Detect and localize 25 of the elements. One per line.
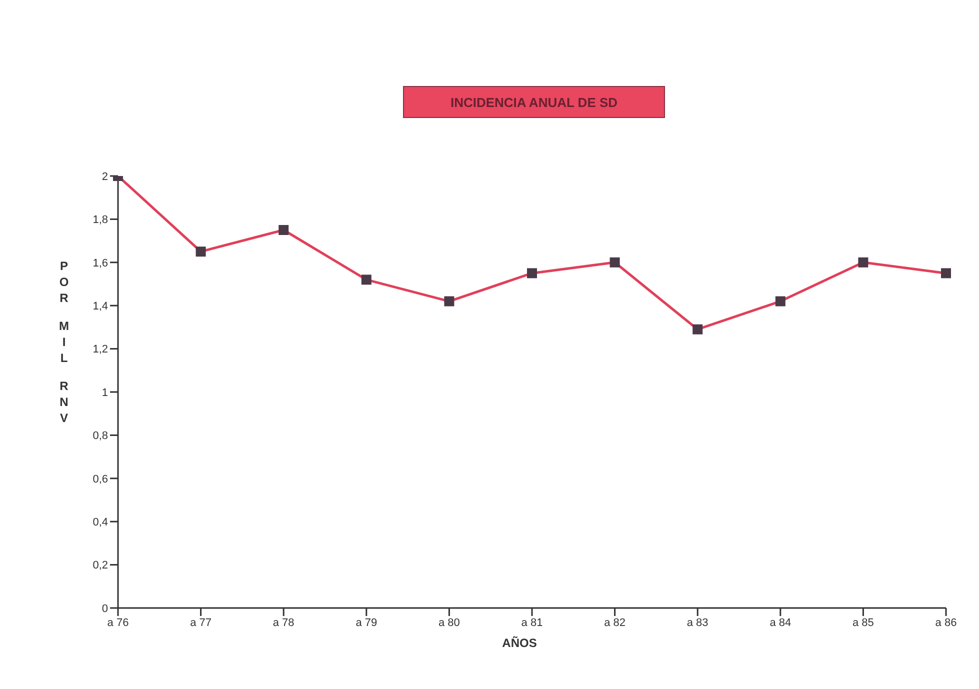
x-tick-label: a 76: [107, 616, 129, 629]
x-tick-label: a 77: [190, 616, 212, 629]
y-tick-label: 1,6: [92, 257, 108, 270]
x-tick-label: a 80: [438, 616, 460, 629]
x-tick-label: a 86: [935, 616, 957, 629]
x-tick-label: a 83: [686, 616, 708, 629]
x-axis-title: AÑOS: [501, 636, 538, 650]
y-tick-label: 0,4: [92, 516, 108, 529]
x-tick-label: a 78: [272, 616, 294, 629]
y-tick-label: 1,2: [92, 344, 108, 356]
x-tick-label: a 81: [521, 616, 543, 629]
y-tick-label: 0,2: [92, 560, 108, 572]
y-tick-label: 1: [102, 386, 108, 399]
text: POR MIL RNV: [59, 259, 69, 425]
x-tick-label: a 82: [604, 616, 626, 629]
chart-title: INCIDENCIA ANUAL DE SD: [403, 86, 665, 118]
y-tick-label: 1,8: [92, 214, 108, 226]
x-tick-label: a 85: [852, 616, 874, 629]
x-tick-label: a 84: [770, 616, 792, 629]
y-tick-label: 0,6: [92, 473, 108, 486]
y-tick-label: 0: [102, 602, 108, 615]
x-tick-label: a 79: [356, 616, 378, 629]
y-tick-label: 0,8: [92, 430, 108, 442]
y-tick-label: 1,4: [92, 300, 108, 313]
y-tick-label: 2: [102, 170, 108, 183]
